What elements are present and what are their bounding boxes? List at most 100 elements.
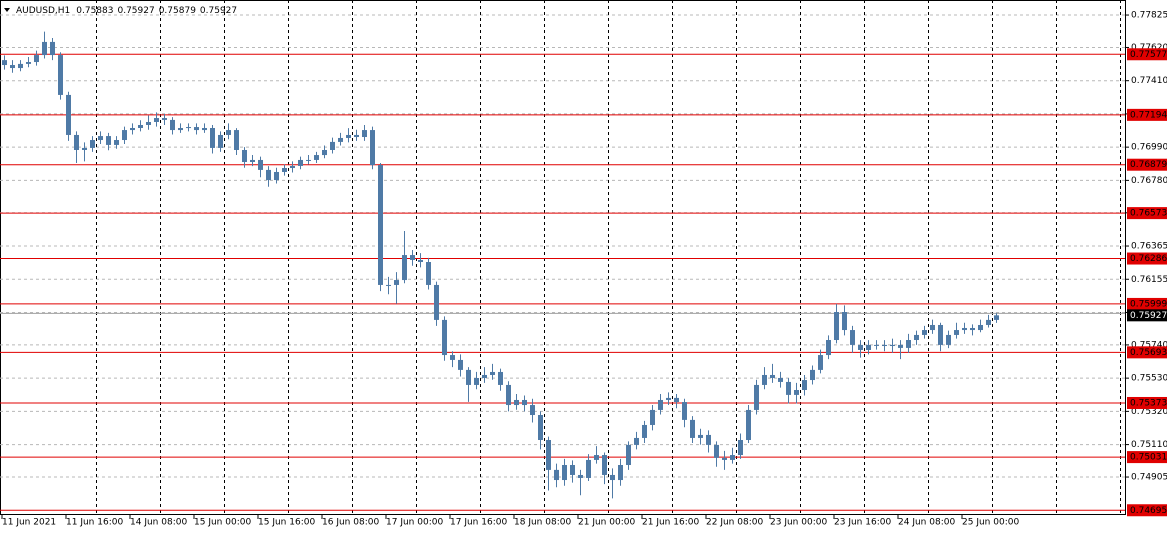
candles	[2, 31, 999, 499]
candle-body	[506, 384, 511, 406]
menu-arrow[interactable]	[4, 8, 10, 12]
candle-body	[322, 149, 327, 156]
candle-body	[338, 137, 343, 142]
candle-body	[634, 437, 639, 445]
price-level-label: 0.75031	[1130, 453, 1167, 463]
candle-body	[386, 284, 391, 286]
current-price-tag	[1127, 309, 1167, 322]
candle-body	[354, 134, 359, 138]
candle-body	[234, 130, 239, 150]
candle-body	[474, 377, 479, 385]
y-tick-label: 0.75110	[1131, 440, 1167, 450]
candle-body	[722, 457, 727, 460]
candle-body	[754, 384, 759, 410]
y-tick-label: 0.77620	[1131, 43, 1167, 53]
close-value: 0.75927	[200, 6, 237, 16]
grid	[0, 0, 1125, 515]
y-tick-label: 0.77410	[1131, 76, 1167, 86]
candle-body	[538, 415, 543, 441]
candle-body	[346, 134, 351, 138]
candle-body	[882, 344, 887, 347]
price-level-label: 0.77577	[1130, 50, 1167, 60]
axis: 0.778250.776200.774100.772000.769900.767…	[1, 11, 1167, 528]
candle-body	[298, 159, 303, 166]
candle-body	[866, 344, 871, 350]
candle-body	[210, 127, 215, 148]
candle-body	[402, 255, 407, 281]
x-tick-label: 14 Jun 08:00	[130, 518, 187, 528]
candle-body	[522, 399, 527, 406]
x-tick-label: 22 Jun 08:00	[706, 518, 763, 528]
candle-body	[106, 136, 111, 145]
x-tick-label: 15 Jun 00:00	[194, 518, 251, 528]
candle-body	[434, 284, 439, 320]
candle-body	[242, 149, 247, 163]
candle-body	[514, 399, 519, 406]
candle-body	[666, 397, 671, 400]
candle-body	[938, 324, 943, 345]
candle-body	[602, 455, 607, 475]
candle-body	[130, 127, 135, 131]
candle-body	[810, 369, 815, 381]
candle-body	[394, 280, 399, 285]
candle-body	[570, 465, 575, 475]
candle-body	[82, 147, 87, 150]
candle-body	[90, 140, 95, 148]
price-level-tag	[1127, 252, 1167, 265]
candle-body	[610, 474, 615, 481]
candle-body	[490, 371, 495, 375]
x-tick-label: 17 Jun 00:00	[386, 518, 443, 528]
symbol: AUDUSD,H1	[16, 6, 70, 16]
y-tick-label: 0.75320	[1131, 407, 1167, 417]
candle-body	[794, 390, 799, 395]
candle-body	[714, 444, 719, 458]
y-tick-label: 0.75740	[1131, 340, 1167, 350]
candle-body	[586, 459, 591, 478]
candle-body	[482, 374, 487, 378]
candle-body	[626, 444, 631, 466]
candle-body	[410, 255, 415, 260]
candle-body	[786, 381, 791, 395]
candle-body	[18, 63, 23, 69]
candle-body	[282, 168, 287, 172]
candle-body	[250, 159, 255, 163]
candle-body	[450, 355, 455, 360]
candle-body	[154, 118, 159, 122]
candle-body	[114, 140, 119, 145]
candle-body	[50, 41, 55, 56]
y-tick-label: 0.74905	[1131, 473, 1167, 483]
candle-body	[850, 330, 855, 345]
candle-body	[826, 340, 831, 356]
candle-body	[650, 409, 655, 425]
y-tick-label: 0.76990	[1131, 143, 1167, 153]
open-value: 0.75883	[76, 6, 113, 16]
candle-body	[994, 315, 999, 320]
candle-body	[954, 330, 959, 335]
x-tick-label: 24 Jun 08:00	[898, 518, 955, 528]
candle-body	[562, 465, 567, 481]
candle-body	[202, 127, 207, 131]
price-level-label: 0.75373	[1130, 398, 1167, 408]
candle-body	[762, 374, 767, 385]
price-level-label: 0.76286	[1130, 254, 1167, 264]
candle-body	[578, 474, 583, 478]
candle-body	[682, 402, 687, 420]
candle-body	[874, 344, 879, 346]
candle-body	[922, 330, 927, 335]
x-tick-label: 16 Jun 08:00	[322, 518, 379, 528]
candle-body	[674, 397, 679, 403]
candle-body	[34, 55, 39, 63]
candle-body	[978, 324, 983, 331]
price-level-tag	[1127, 451, 1167, 464]
candle-body	[834, 312, 839, 341]
candle-body	[306, 159, 311, 161]
price-level-label: 0.75999	[1130, 299, 1167, 309]
candle-body	[178, 127, 183, 131]
candle-body	[42, 41, 47, 56]
candle-body	[138, 124, 143, 128]
price-level-tag	[1127, 504, 1167, 517]
current-price-label: 0.75927	[1130, 311, 1167, 321]
y-tick-label: 0.77825	[1131, 11, 1167, 21]
candle-body	[226, 130, 231, 135]
